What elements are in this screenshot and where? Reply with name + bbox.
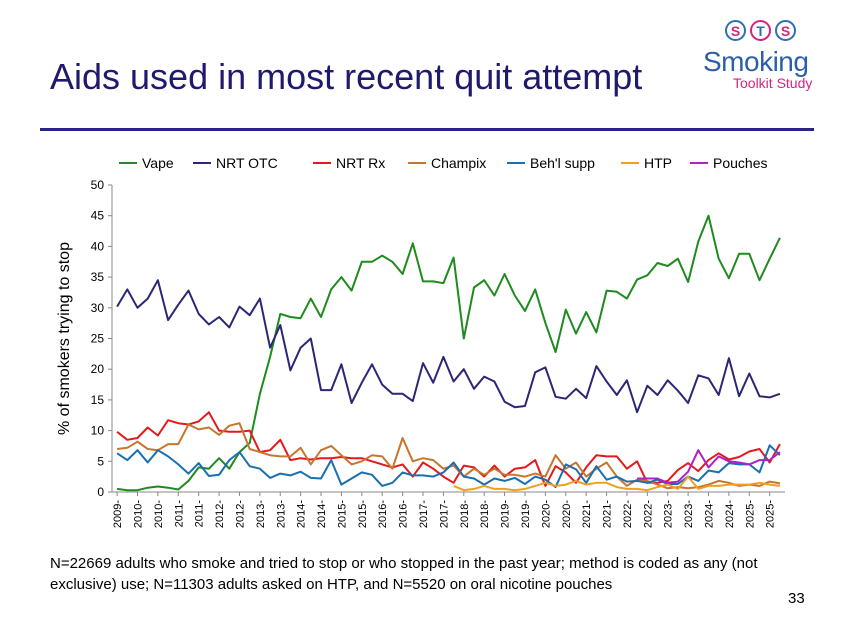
y-tick-label: 30: [91, 301, 105, 315]
x-tick-label: 2014-: [316, 500, 328, 528]
x-tick-label: 2013-: [255, 500, 267, 528]
series-line-vape: [116, 214, 781, 492]
legend-label: Pouches: [713, 155, 767, 171]
x-tick-label: 2011-: [194, 500, 206, 528]
smoking-toolkit-study-logo: S T S Smoking Toolkit Study: [703, 20, 823, 100]
series-line-beh-l-supp: [116, 444, 781, 489]
x-tick-label: 2018-: [479, 500, 491, 528]
legend-label: Vape: [142, 155, 174, 171]
y-tick-label: 45: [91, 209, 105, 223]
page-number: 33: [788, 590, 805, 607]
y-tick-label: 50: [91, 178, 105, 192]
logo-badge-s2: S: [775, 20, 796, 41]
legend: Vape NRT OTC NRT Rx Champix Beh'l supp HTP Pou…: [119, 155, 767, 171]
x-tick-label: 2021-: [581, 500, 593, 528]
x-tick-label: 2022-: [642, 500, 654, 528]
x-tick-label: 2015-: [336, 500, 348, 528]
x-tick-label: 2017-: [438, 500, 450, 528]
y-tick-label: 35: [91, 270, 105, 284]
x-tick-label: 2016-: [398, 500, 410, 528]
x-tick-label: 2013-: [275, 500, 287, 528]
x-tick-label: 2025-: [744, 500, 756, 528]
series-line-nrt-otc: [116, 279, 781, 414]
axes: 0 5 10 15 20 25 30 35 40 45 50 2009- 2010- 2010- 2011-…: [91, 178, 785, 528]
legend-label: Champix: [431, 155, 486, 171]
legend-label: NRT Rx: [336, 155, 385, 171]
x-tick-label: 2022-: [622, 500, 634, 528]
x-tick-label: 2010-: [153, 500, 165, 528]
y-axis-label: % of smokers trying to stop: [56, 242, 73, 435]
logo-badges: S T S: [725, 20, 796, 41]
x-tick-label: 2024-: [704, 500, 716, 528]
x-tick-label: 2024-: [724, 500, 736, 528]
x-tick-label: 2023-: [663, 500, 675, 528]
x-tick-label: 2012-: [214, 500, 226, 528]
x-tick-label: 2020-: [561, 500, 573, 528]
x-tick-label: 2012-: [234, 500, 246, 528]
x-tick-label: 2021-: [602, 500, 614, 528]
logo-word: Smoking: [703, 46, 809, 77]
y-tick-label: 40: [91, 239, 105, 253]
title-divider: [40, 128, 814, 131]
x-tick-label: 2019-: [500, 500, 512, 528]
x-tick-label: 2023-: [683, 500, 695, 528]
line-chart: % of smokers trying to stop 0 5 10 15 20 25 30…: [56, 155, 785, 528]
x-tick-label: 2020-: [540, 500, 552, 528]
logo-subtitle: Toolkit Study: [733, 75, 813, 91]
legend-label: Beh'l supp: [530, 155, 595, 171]
series-line-pouches: [637, 449, 781, 484]
y-tick-label: 25: [91, 332, 105, 346]
y-tick-label: 15: [91, 393, 105, 407]
x-tick-label: 2015-: [357, 500, 369, 528]
slide-title: Aids used in most recent quit attempt: [50, 56, 643, 97]
legend-label: HTP: [644, 155, 672, 171]
x-tick-label: 2017-: [418, 500, 430, 528]
x-tick-label: 2009-: [112, 500, 124, 528]
y-tick-label: 10: [91, 424, 105, 438]
series-lines: [116, 214, 781, 492]
x-tick-label: 2011-: [173, 500, 185, 528]
x-tick-label: 2010-: [132, 500, 144, 528]
x-tick-label: 2019-: [520, 500, 532, 528]
legend-label: NRT OTC: [216, 155, 278, 171]
x-tick-label: 2014-: [296, 500, 308, 528]
footnote: N=22669 adults who smoke and tried to st…: [50, 555, 758, 593]
y-tick-label: 20: [91, 362, 105, 376]
y-tick-label: 0: [97, 485, 104, 499]
y-tick-label: 5: [97, 454, 104, 468]
logo-badge-t: T: [750, 20, 771, 41]
x-tick-label: 2016-: [377, 500, 389, 528]
logo-badge-s1: S: [725, 20, 746, 41]
x-tick-label: 2018-: [459, 500, 471, 528]
x-tick-label: 2025-: [765, 500, 777, 528]
series-line-nrt-rx: [116, 411, 781, 487]
series-line-htp: [453, 475, 781, 492]
